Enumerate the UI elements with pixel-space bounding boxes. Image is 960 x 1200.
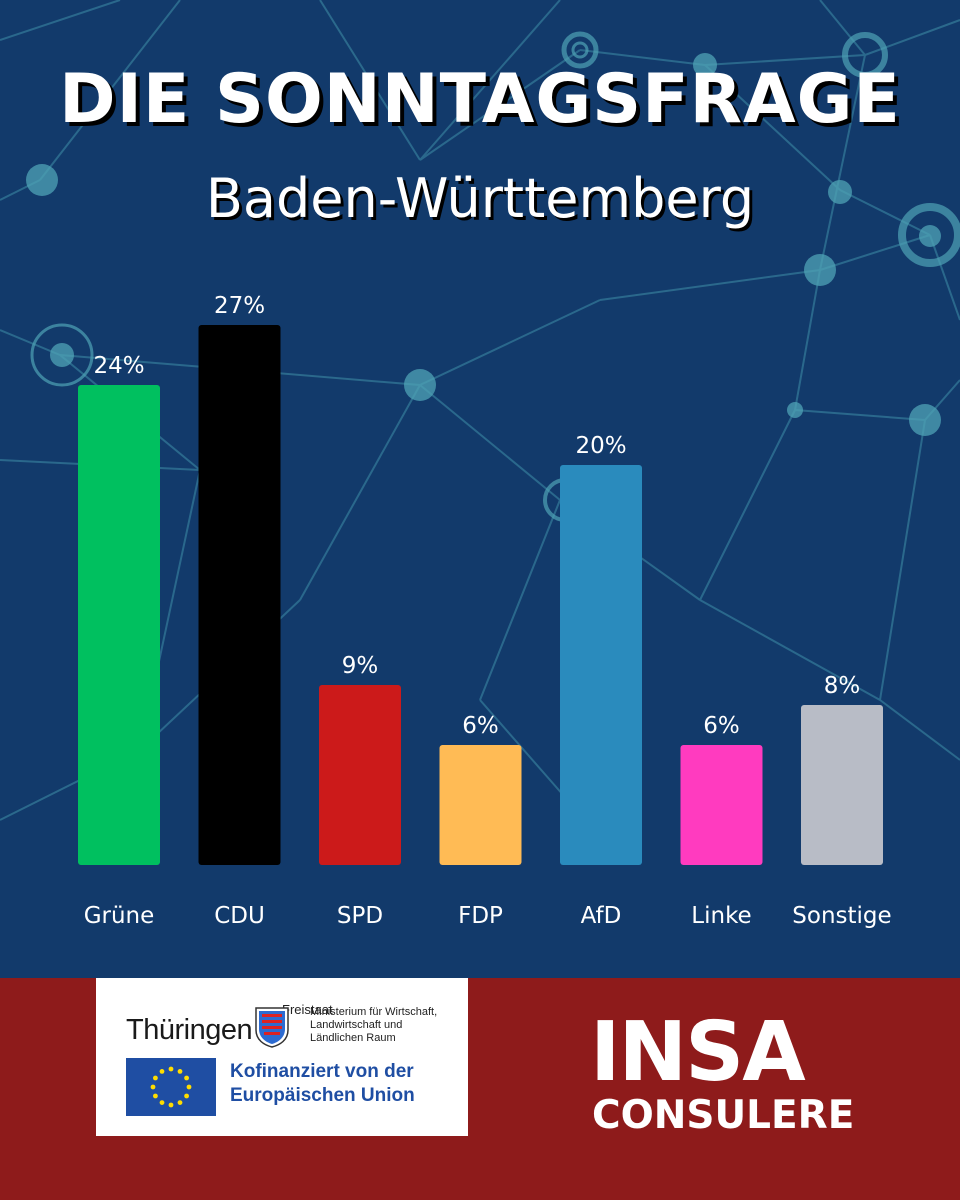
- bar-4: [560, 465, 642, 865]
- eu-line-1: Kofinanziert von der: [230, 1061, 414, 1082]
- ministry-line-2: Landwirtschaft und: [310, 1019, 403, 1031]
- eu-line-2: Europäischen Union: [230, 1085, 415, 1106]
- eu-star-icon: [153, 1075, 158, 1081]
- bar-value-label-6: 8%: [824, 673, 861, 699]
- eu-cofunding-text: Kofinanziert von der Europäischen Union: [230, 1060, 415, 1108]
- ministry-line-1: Ministerium für Wirtschaft,: [310, 1006, 438, 1018]
- bar-chart: 24% Grüne 27% CDU 9% SPD 6% FDP 20% AfD 6% Linke 8% S…: [78, 293, 892, 929]
- eu-star-icon: [153, 1093, 158, 1099]
- page-subtitle: Baden-Württemberg: [205, 167, 755, 230]
- eu-star-icon: [159, 1100, 165, 1105]
- category-label-0: Grüne: [84, 903, 155, 929]
- bar-value-label-0: 24%: [93, 353, 144, 379]
- category-label-5: Linke: [691, 903, 751, 929]
- bar-6: [801, 705, 883, 865]
- bar-1: [198, 325, 281, 865]
- eu-star-icon: [184, 1093, 189, 1099]
- bar-value-label-2: 9%: [342, 653, 379, 679]
- bar-2: [319, 685, 401, 865]
- category-label-4: AfD: [581, 903, 622, 929]
- bar-value-label-1: 27%: [214, 293, 265, 319]
- bar-value-label-5: 6%: [703, 713, 740, 739]
- network-background-graphic: [0, 0, 960, 861]
- sponsor-logo-box: Freistaat Thüringen Ministerium für Wirt…: [96, 978, 468, 1136]
- category-label-1: CDU: [214, 903, 265, 929]
- eu-star-icon: [177, 1100, 183, 1105]
- category-label-3: FDP: [458, 903, 503, 929]
- bar-0: [78, 385, 160, 865]
- bar-value-label-4: 20%: [575, 433, 626, 459]
- category-label-6: Sonstige: [792, 903, 891, 929]
- page-title: DIE SONNTAGSFRAGE: [59, 60, 901, 139]
- sponsor-ministry: Ministerium für Wirtschaft, Landwirtscha…: [310, 1006, 460, 1045]
- sponsor-state-small: Freistaat: [282, 1002, 333, 1017]
- category-label-2: SPD: [337, 903, 383, 929]
- eu-star-icon: [168, 1066, 174, 1072]
- eu-star-icon: [186, 1084, 192, 1090]
- thuringia-crest-icon: [255, 1007, 289, 1048]
- eu-star-icon: [168, 1102, 174, 1108]
- eu-star-icon: [177, 1069, 183, 1074]
- ministry-line-3: Ländlichen Raum: [310, 1032, 396, 1044]
- footer-band: Freistaat Thüringen Ministerium für Wirt…: [0, 978, 960, 1200]
- eu-star-icon: [150, 1084, 156, 1090]
- brand-logo-consulere: CONSULERE: [592, 1093, 855, 1138]
- bar-value-label-3: 6%: [462, 713, 499, 739]
- bar-5: [680, 745, 763, 865]
- bar-3: [439, 745, 522, 865]
- brand-logo-insa: INSA: [590, 1005, 806, 1100]
- sponsor-state-name: Thüringen: [126, 1014, 253, 1046]
- eu-star-icon: [159, 1069, 165, 1074]
- eu-star-icon: [184, 1075, 189, 1081]
- eu-flag-icon: [126, 1058, 216, 1116]
